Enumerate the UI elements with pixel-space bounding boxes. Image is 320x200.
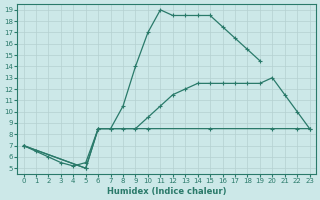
X-axis label: Humidex (Indice chaleur): Humidex (Indice chaleur) xyxy=(107,187,226,196)
